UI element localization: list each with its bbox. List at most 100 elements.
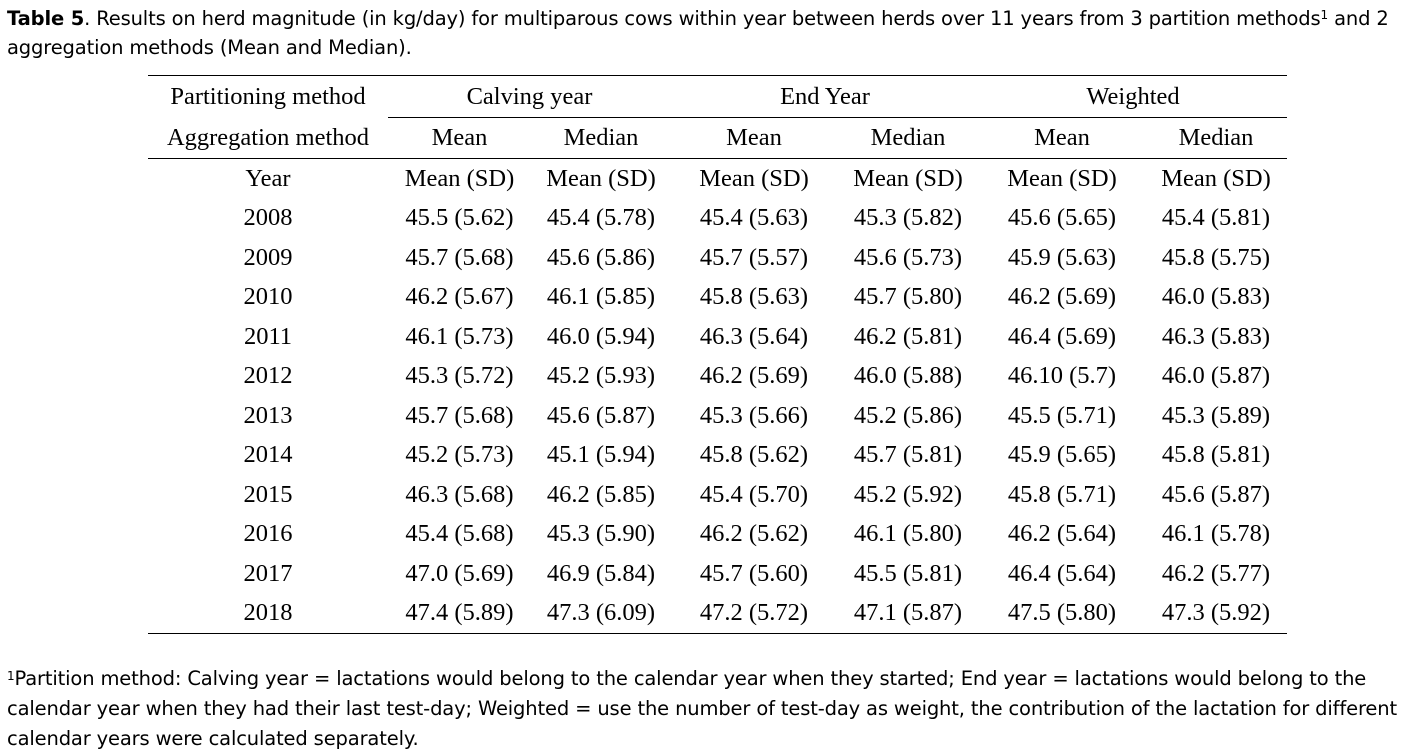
value-cell: 45.5 (5.81) — [853, 559, 963, 587]
table-row: 2010 46.2 (5.67) 46.1 (5.85) 45.8 (5.63) 45.… — [148, 278, 1287, 318]
value-cell: 46.10 (5.7) — [1007, 362, 1117, 390]
table-row: 2017 47.0 (5.69) 46.9 (5.84) 45.7 (5.60) 45.… — [148, 554, 1287, 594]
year-cell: 2018 — [148, 593, 388, 634]
table-row: 2015 46.3 (5.68) 46.2 (5.85) 45.4 (5.70) 45.… — [148, 475, 1287, 515]
year-cell: 2014 — [243, 441, 293, 469]
table-row: 2018 47.4 (5.89) 47.3 (6.09) 47.2 (5.72) 47.… — [148, 593, 1287, 634]
value-cell: 46.0 (5.88) — [853, 362, 963, 390]
year-cell: 2011 — [243, 322, 293, 350]
value-cell: 45.3 (5.82) — [853, 204, 963, 232]
value-cell: 45.9 (5.65) — [1007, 441, 1117, 469]
value-cell: 45.7 (5.68) — [405, 243, 514, 271]
value-cell: 45.6 (5.87) — [546, 401, 656, 429]
value-cell: 45.2 (5.73) — [405, 441, 514, 469]
value-cell: 46.1 (5.85) — [546, 283, 656, 311]
value-cell: 46.0 (5.94) — [546, 322, 656, 350]
table-caption: Table 5. Results on herd magnitude (in k… — [7, 4, 1423, 62]
value-cell: 45.4 (5.70) — [699, 480, 809, 508]
aggregation-method: Mean — [1034, 124, 1090, 151]
value-cell: 45.4 (5.81) — [1161, 204, 1271, 232]
value-cell: 45.9 (5.63) — [1007, 243, 1117, 271]
table-row: 2009 45.7 (5.68) 45.6 (5.86) 45.7 (5.57) 45.… — [148, 238, 1287, 278]
value-cell: 45.6 (5.73) — [853, 243, 963, 271]
partition-header: Partitioning method — [148, 75, 388, 118]
aggregation-method: Median — [870, 124, 946, 151]
value-cell: 45.8 (5.75) — [1161, 243, 1271, 271]
value-cell: 46.2 (5.64) — [1007, 520, 1117, 548]
value-cell: 46.4 (5.69) — [1007, 322, 1117, 350]
table-row: 2013 45.7 (5.68) 45.6 (5.87) 45.3 (5.66) 45.… — [148, 396, 1287, 436]
value-cell: 46.1 (5.73) — [405, 322, 514, 350]
value-cell: 46.3 (5.83) — [1161, 322, 1271, 350]
value-cell: 45.2 (5.93) — [546, 362, 656, 390]
stat-header: Mean (SD) — [531, 158, 671, 199]
value-cell: 46.2 (5.81) — [853, 322, 963, 350]
value-cell: 46.2 (5.67) — [405, 283, 514, 311]
year-cell: 2010 — [243, 283, 293, 311]
table-row: 2016 45.4 (5.68) 45.3 (5.90) 46.2 (5.62) 46.… — [148, 515, 1287, 555]
value-cell: 45.1 (5.94) — [546, 441, 656, 469]
value-cell: 47.4 (5.89) — [388, 593, 531, 634]
stat-header: Mean (SD) — [671, 158, 837, 199]
value-cell: 45.5 (5.71) — [1007, 401, 1117, 429]
value-cell: 45.6 (5.65) — [1007, 204, 1117, 232]
value-cell: 45.6 (5.87) — [1161, 480, 1271, 508]
value-cell: 46.1 (5.78) — [1161, 520, 1271, 548]
value-cell: 45.2 (5.86) — [853, 401, 963, 429]
table-row: 2012 45.3 (5.72) 45.2 (5.93) 46.2 (5.69) 46.… — [148, 357, 1287, 397]
value-cell: 46.3 (5.64) — [699, 322, 809, 350]
year-cell: 2008 — [243, 204, 293, 232]
aggregation-method: Median — [1178, 124, 1254, 151]
value-cell: 45.8 (5.62) — [699, 441, 809, 469]
table-row: 2014 45.2 (5.73) 45.1 (5.94) 45.8 (5.62) 45.… — [148, 436, 1287, 476]
value-cell: 45.6 (5.86) — [546, 243, 656, 271]
value-cell: 47.3 (6.09) — [531, 593, 671, 634]
value-cell: 46.2 (5.69) — [1007, 283, 1117, 311]
year-cell: 2013 — [243, 401, 293, 429]
value-cell: 46.2 (5.77) — [1161, 559, 1271, 587]
value-cell: 47.1 (5.87) — [837, 593, 979, 634]
table-row: 2011 46.1 (5.73) 46.0 (5.94) 46.3 (5.64) 46.… — [148, 317, 1287, 357]
partition-header-row: Partitioning method Calving year End Yea… — [148, 75, 1287, 118]
value-cell: 45.4 (5.78) — [546, 204, 656, 232]
value-cell: 45.4 (5.63) — [699, 204, 809, 232]
stat-header: Mean (SD) — [837, 158, 979, 199]
value-cell: 46.0 (5.87) — [1161, 362, 1271, 390]
value-cell: 45.7 (5.57) — [699, 243, 809, 271]
value-cell: 46.1 (5.80) — [853, 520, 963, 548]
value-cell: 46.4 (5.64) — [1007, 559, 1117, 587]
year-cell: 2012 — [243, 362, 293, 390]
value-cell: 45.7 (5.60) — [699, 559, 809, 587]
year-header: Year — [148, 158, 388, 199]
caption-footnote-marker: 1 — [1320, 8, 1329, 22]
value-cell: 45.8 (5.71) — [1007, 480, 1117, 508]
caption-text: . Results on herd magnitude (in kg/day) … — [84, 7, 1321, 30]
stat-header: Mean (SD) — [1145, 158, 1287, 199]
value-cell: 45.7 (5.81) — [853, 441, 963, 469]
value-cell: 45.3 (5.89) — [1161, 401, 1271, 429]
value-cell: 45.8 (5.81) — [1161, 441, 1271, 469]
value-cell: 46.2 (5.62) — [699, 520, 809, 548]
aggregation-method: Median — [563, 124, 639, 151]
value-cell: 47.3 (5.92) — [1145, 593, 1287, 634]
table-body: 2008 45.5 (5.62) 45.4 (5.78) 45.4 (5.63) 45.… — [148, 199, 1287, 634]
results-table: Partitioning method Calving year End Yea… — [148, 75, 1287, 634]
value-cell: 47.0 (5.69) — [405, 559, 514, 587]
aggregation-header: Aggregation method — [166, 123, 370, 151]
value-cell: 45.3 (5.72) — [405, 362, 514, 390]
table-footnote: 1Partition method: Calving year = lactat… — [7, 664, 1423, 754]
year-cell: 2009 — [243, 243, 293, 271]
value-cell: 46.2 (5.85) — [546, 480, 656, 508]
table-row: 2008 45.5 (5.62) 45.4 (5.78) 45.4 (5.63) 45.… — [148, 199, 1287, 239]
value-cell: 46.9 (5.84) — [546, 559, 656, 587]
aggregation-method: Mean — [726, 124, 782, 151]
value-cell: 45.4 (5.68) — [405, 520, 514, 548]
value-cell: 47.5 (5.80) — [979, 593, 1145, 634]
year-cell: 2015 — [243, 480, 293, 508]
value-cell: 45.2 (5.92) — [853, 480, 963, 508]
partition-calving-year: Calving year — [388, 75, 671, 118]
value-cell: 45.3 (5.66) — [699, 401, 809, 429]
year-cell: 2016 — [243, 520, 293, 548]
stat-header: Mean (SD) — [979, 158, 1145, 199]
table-label: Table 5 — [7, 7, 85, 30]
